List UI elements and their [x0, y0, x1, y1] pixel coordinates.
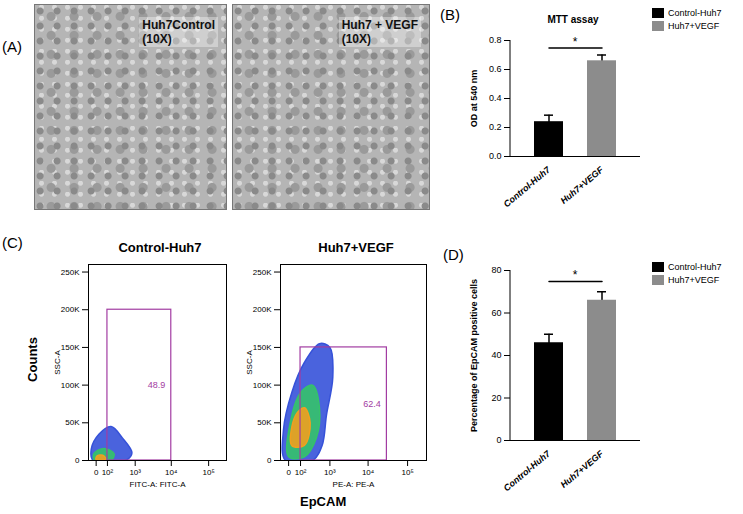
svg-text:Control-Huh7: Control-Huh7 — [502, 448, 553, 493]
html-text:Control-Huh7: Control-Huh7 — [118, 240, 202, 255]
svg-text:250K: 250K — [253, 268, 272, 277]
svg-text:250K: 250K — [61, 268, 80, 277]
svg-text:150K: 150K — [253, 343, 272, 352]
svg-text:0: 0 — [94, 468, 99, 477]
svg-text:10⁴: 10⁴ — [165, 468, 178, 477]
html-text:Control-Huh7: Control-Huh7 — [668, 8, 722, 18]
svg-text:Percentage of EpCAM positive c: Percentage of EpCAM positive cells — [469, 279, 479, 432]
html-text:(D): (D) — [443, 246, 464, 263]
svg-text:Huh7+VEGF: Huh7+VEGF — [559, 164, 606, 206]
html-text:(10X): (10X) — [341, 32, 371, 46]
html-text:MTT assay: MTT assay — [547, 14, 599, 25]
html-text:Huh7+VEGF: Huh7+VEGF — [668, 21, 720, 31]
svg-text:200K: 200K — [253, 305, 272, 314]
html-text:Huh7+VEGF: Huh7+VEGF — [318, 240, 394, 255]
svg-text:100K: 100K — [253, 381, 272, 390]
html-text:EpCAM: EpCAM — [300, 494, 347, 509]
svg-text:0: 0 — [267, 456, 272, 465]
svg-text:60: 60 — [491, 308, 501, 318]
html-text:Huh7+VEGF: Huh7+VEGF — [668, 275, 720, 285]
svg-text:50K: 50K — [65, 418, 80, 427]
svg-text:0: 0 — [286, 468, 291, 477]
svg-text:10²: 10² — [295, 468, 307, 477]
html-text:Huh7Control: Huh7Control — [142, 18, 215, 32]
svg-text:FITC-A: FITC-A: FITC-A: FITC-A — [130, 480, 187, 489]
svg-text:0: 0 — [75, 456, 80, 465]
svg-text:150K: 150K — [61, 343, 80, 352]
svg-text:10³: 10³ — [129, 468, 141, 477]
svg-text:0.2: 0.2 — [489, 122, 502, 132]
svg-text:10⁵: 10⁵ — [401, 468, 413, 477]
svg-text:20: 20 — [491, 393, 501, 403]
html-text:Control-Huh7: Control-Huh7 — [668, 262, 722, 272]
svg-text:10⁴: 10⁴ — [362, 468, 375, 477]
html-text:(A): (A) — [2, 38, 22, 55]
svg-text:10⁵: 10⁵ — [203, 468, 215, 477]
svg-text:100K: 100K — [61, 381, 80, 390]
svg-text:48.9: 48.9 — [148, 380, 166, 390]
svg-text:Huh7+VEGF: Huh7+VEGF — [559, 448, 606, 490]
html-text:(10X): (10X) — [142, 32, 172, 46]
svg-text:PE-A: PE-A: PE-A: PE-A — [333, 480, 375, 489]
svg-text:0.4: 0.4 — [489, 93, 502, 103]
svg-text:0.8: 0.8 — [489, 35, 502, 45]
svg-text:0: 0 — [496, 435, 501, 445]
svg-text:10²: 10² — [102, 468, 114, 477]
html-text:(B): (B) — [440, 6, 460, 23]
svg-text:*: * — [573, 268, 578, 282]
svg-text:OD at 540 nm: OD at 540 nm — [469, 70, 479, 128]
svg-text:200K: 200K — [61, 305, 80, 314]
html-text:Counts: Counts — [24, 337, 40, 382]
svg-text:80: 80 — [491, 265, 501, 275]
html-text:Huh7 + VEGF: Huh7 + VEGF — [341, 18, 418, 32]
html-text:(C): (C) — [2, 234, 23, 251]
svg-text:*: * — [573, 35, 578, 49]
svg-text:0.6: 0.6 — [489, 64, 502, 74]
svg-text:SSC-A: SSC-A — [245, 350, 254, 375]
svg-text:62.4: 62.4 — [363, 399, 381, 409]
svg-text:Control-Huh7: Control-Huh7 — [502, 164, 553, 209]
svg-text:40: 40 — [491, 350, 501, 360]
svg-text:50K: 50K — [257, 418, 272, 427]
svg-text:SSC-A: SSC-A — [53, 350, 62, 375]
svg-text:10³: 10³ — [324, 468, 336, 477]
svg-text:0.0: 0.0 — [489, 151, 502, 161]
